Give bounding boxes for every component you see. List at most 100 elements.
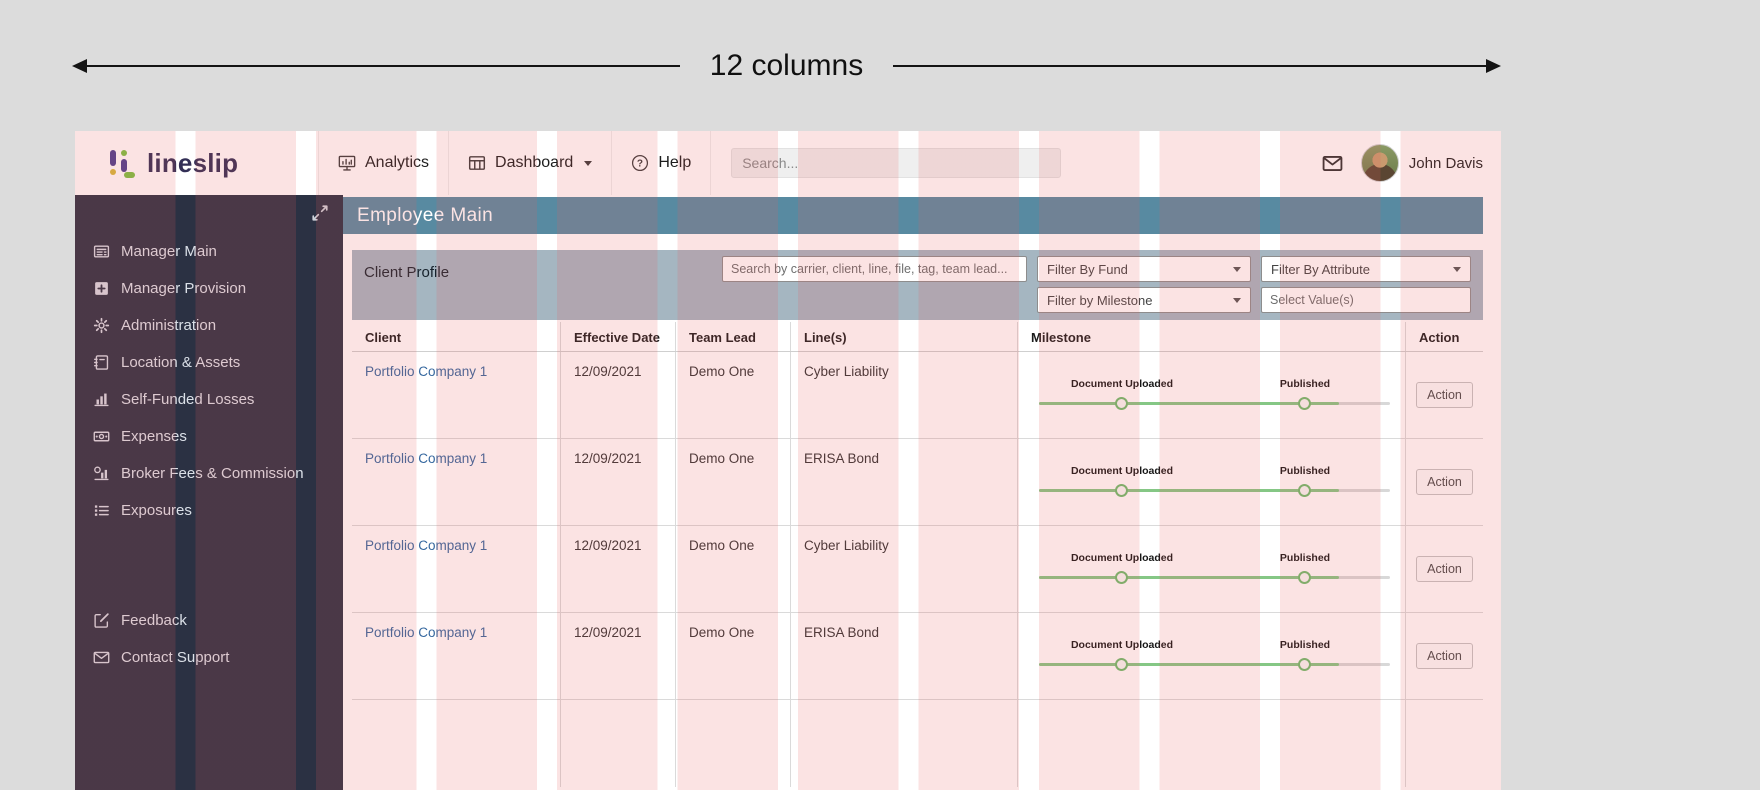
filter-by-attribute-label: Filter By Attribute bbox=[1271, 261, 1370, 277]
sidebar-item-label: Manager Main bbox=[121, 243, 217, 260]
mail-icon[interactable] bbox=[1322, 153, 1343, 174]
filter-by-fund-select[interactable]: Filter By Fund bbox=[1037, 256, 1251, 282]
line-cell: Cyber Liability bbox=[790, 526, 1017, 612]
action-button[interactable]: Action bbox=[1416, 556, 1473, 582]
team-lead-cell: Demo One bbox=[675, 439, 790, 525]
avatar[interactable] bbox=[1360, 144, 1399, 182]
milestone-cell: Document Uploaded Published bbox=[1017, 439, 1405, 525]
column-header-action: Action bbox=[1405, 322, 1483, 351]
sidebar-item-location-assets[interactable]: Location & Assets bbox=[75, 344, 343, 381]
help-icon: ? bbox=[631, 154, 649, 172]
sidebar-item-administration[interactable]: Administration bbox=[75, 307, 343, 344]
sidebar-item-label: Administration bbox=[121, 317, 217, 334]
milestone-handle-document-uploaded[interactable] bbox=[1115, 397, 1128, 410]
team-lead-cell: Demo One bbox=[675, 613, 790, 699]
contact-support-icon bbox=[92, 649, 110, 666]
sidebar: Manager Main Manager Provision bbox=[75, 195, 343, 790]
milestone-handle-published[interactable] bbox=[1298, 658, 1311, 671]
line-cell: ERISA Bond bbox=[790, 439, 1017, 525]
sidebar-item-manager-main[interactable]: Manager Main bbox=[75, 233, 343, 270]
sidebar-item-manager-provision[interactable]: Manager Provision bbox=[75, 270, 343, 307]
sidebar-item-self-funded-losses[interactable]: Self-Funded Losses bbox=[75, 381, 343, 418]
global-search-input[interactable] bbox=[731, 148, 1062, 178]
sidebar-item-contact-support[interactable]: Contact Support bbox=[75, 639, 343, 676]
milestone-handle-published[interactable] bbox=[1298, 397, 1311, 410]
nav-item-dashboard[interactable]: Dashboard bbox=[449, 131, 613, 195]
table-row: Portfolio Company 1 12/09/2021 Demo One … bbox=[352, 613, 1483, 700]
client-link[interactable]: Portfolio Company 1 bbox=[365, 538, 488, 553]
milestone-slider[interactable] bbox=[1039, 484, 1390, 497]
milestone-slider[interactable] bbox=[1039, 658, 1390, 671]
line-cell: Cyber Liability bbox=[790, 352, 1017, 438]
column-header-milestone: Milestone bbox=[1017, 322, 1405, 351]
milestone-handle-document-uploaded[interactable] bbox=[1115, 658, 1128, 671]
topbar: lineslip Analytics Dashboard bbox=[75, 131, 1501, 195]
milestone-handle-published[interactable] bbox=[1298, 571, 1311, 584]
sidebar-item-label: Self-Funded Losses bbox=[121, 391, 255, 408]
sidebar-item-feedback[interactable]: Feedback bbox=[75, 602, 343, 639]
location-assets-icon bbox=[92, 354, 110, 371]
select-values-input[interactable] bbox=[1261, 287, 1471, 313]
client-link[interactable]: Portfolio Company 1 bbox=[365, 364, 488, 379]
sidebar-item-label: Exposures bbox=[121, 502, 192, 519]
feedback-icon bbox=[92, 612, 110, 629]
milestone-label-document-uploaded: Document Uploaded bbox=[1070, 378, 1174, 390]
filter-by-fund-label: Filter By Fund bbox=[1047, 261, 1128, 277]
action-button[interactable]: Action bbox=[1416, 643, 1473, 669]
milestone-handle-published[interactable] bbox=[1298, 484, 1311, 497]
column-header-effective-date: Effective Date bbox=[560, 322, 675, 351]
sidebar-item-exposures[interactable]: Exposures bbox=[75, 492, 343, 529]
collapse-icon[interactable] bbox=[311, 204, 329, 222]
grid-dimension-annotation: 12 columns bbox=[72, 49, 1502, 83]
action-button[interactable]: Action bbox=[1416, 469, 1473, 495]
milestone-cell: Document Uploaded Published bbox=[1017, 526, 1405, 612]
filter-by-milestone-label: Filter by Milestone bbox=[1047, 292, 1153, 308]
page-title: Employee Main bbox=[357, 204, 494, 226]
administration-icon bbox=[92, 317, 110, 334]
milestone-handle-document-uploaded[interactable] bbox=[1115, 484, 1128, 497]
milestone-slider[interactable] bbox=[1039, 571, 1390, 584]
sidebar-item-expenses[interactable]: Expenses bbox=[75, 418, 343, 455]
effective-date-cell: 12/09/2021 bbox=[560, 439, 675, 525]
dimension-line-right bbox=[893, 65, 1487, 67]
milestone-handle-document-uploaded[interactable] bbox=[1115, 571, 1128, 584]
sidebar-nav: Manager Main Manager Provision bbox=[75, 195, 343, 676]
client-link[interactable]: Portfolio Company 1 bbox=[365, 625, 488, 640]
column-header-team-lead: Team Lead bbox=[675, 322, 790, 351]
filter-by-attribute-select[interactable]: Filter By Attribute bbox=[1261, 256, 1471, 282]
milestone-cell: Document Uploaded Published bbox=[1017, 352, 1405, 438]
milestone-slider[interactable] bbox=[1039, 397, 1390, 410]
logo-icon bbox=[108, 148, 138, 178]
client-table: Client Effective Date Team Lead Line(s) … bbox=[352, 322, 1483, 787]
table-header: Client Effective Date Team Lead Line(s) … bbox=[352, 322, 1483, 352]
action-button[interactable]: Action bbox=[1416, 382, 1473, 408]
manager-main-icon bbox=[92, 243, 110, 260]
milestone-label-document-uploaded: Document Uploaded bbox=[1070, 552, 1174, 564]
effective-date-cell: 12/09/2021 bbox=[560, 526, 675, 612]
user-name: John Davis bbox=[1408, 154, 1483, 172]
nav-item-help[interactable]: ? Help bbox=[612, 131, 712, 195]
filter-controls: Filter By Fund Filter By Attribute Filte… bbox=[722, 256, 1471, 320]
nav-item-label: Help bbox=[658, 154, 692, 171]
logo[interactable]: lineslip bbox=[75, 131, 319, 195]
sidebar-footer: Feedback Contact Support bbox=[75, 602, 343, 676]
nav-item-label: Dashboard bbox=[495, 154, 574, 171]
page-header: Employee Main bbox=[343, 197, 1483, 234]
table-row: Portfolio Company 1 12/09/2021 Demo One … bbox=[352, 526, 1483, 613]
effective-date-cell: 12/09/2021 bbox=[560, 613, 675, 699]
sidebar-item-label: Broker Fees & Commission bbox=[121, 465, 304, 482]
sidebar-item-label: Location & Assets bbox=[121, 354, 241, 371]
client-profile-panel: Client Profile Filter By Fund Filter By … bbox=[352, 250, 1483, 320]
milestone-label-published: Published bbox=[1279, 378, 1331, 390]
table-row: Portfolio Company 1 12/09/2021 Demo One … bbox=[352, 439, 1483, 526]
table-search-input[interactable] bbox=[722, 256, 1027, 282]
client-link[interactable]: Portfolio Company 1 bbox=[365, 451, 488, 466]
panel-title: Client Profile bbox=[364, 264, 450, 281]
nav-item-label: Analytics bbox=[365, 154, 430, 171]
table-row-empty bbox=[352, 700, 1483, 787]
nav-item-analytics[interactable]: Analytics bbox=[319, 131, 450, 195]
team-lead-cell: Demo One bbox=[675, 352, 790, 438]
filter-by-milestone-select[interactable]: Filter by Milestone bbox=[1037, 287, 1251, 313]
sidebar-item-broker-fees[interactable]: Broker Fees & Commission bbox=[75, 455, 343, 492]
column-header-client: Client bbox=[365, 330, 402, 345]
